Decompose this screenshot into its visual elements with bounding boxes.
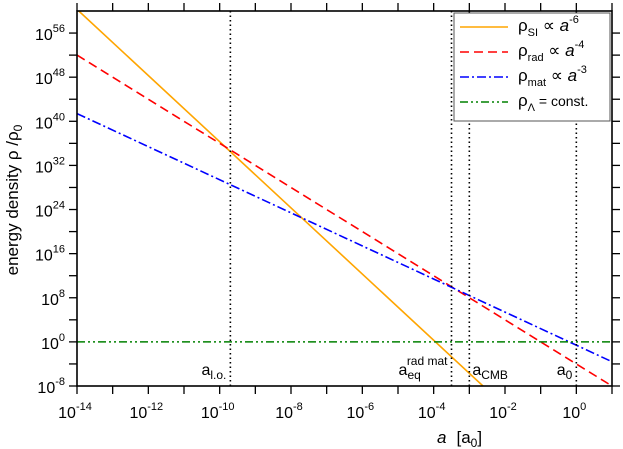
x-tick-label: 10-8 [275, 401, 303, 422]
marker-label-a-lo: al.o. [201, 362, 226, 382]
x-tick-label: 100 [562, 401, 586, 422]
y-tick-label: 1048 [35, 67, 65, 88]
y-tick-label: 1016 [35, 244, 65, 265]
y-tick-label: 1056 [35, 23, 65, 44]
x-tick-label: 10-2 [489, 401, 517, 422]
y-axis-label: energy density ρ /ρ0 [3, 124, 25, 275]
legend-label-rho_mat: ρmat ∝ a-3 [518, 64, 587, 89]
plot-frame [76, 10, 613, 387]
y-tick-label: 108 [41, 288, 65, 309]
legend-label-rho_rad: ρrad ∝ a-4 [518, 39, 584, 64]
marker-label-a-cmb: aCMB [472, 362, 508, 382]
y-tick-label: 1040 [35, 111, 65, 132]
x-tick-label: 10-10 [201, 401, 235, 422]
marker-label-a-0: a0 [557, 362, 573, 382]
y-tick-label: 1024 [35, 200, 65, 221]
y-tick-label: 10-8 [37, 376, 65, 397]
legend-label-rho_lambda: ρΛ = const. [518, 91, 588, 114]
y-tick-label: 1032 [35, 155, 65, 176]
series-line-rho_rad [77, 54, 612, 386]
x-tick-label: 10-12 [129, 401, 163, 422]
series-line-rho_mat [77, 112, 612, 363]
x-axis-label: a [a0] [437, 428, 482, 449]
marker-label-a-eq: aeqrad mat [399, 354, 449, 382]
y-tick-label: 100 [41, 332, 65, 353]
x-tick-label: 10-4 [418, 401, 446, 422]
series-line-rho_SI [78, 11, 484, 386]
x-tick-label: 10-6 [347, 401, 375, 422]
legend-label-rho_SI: ρSI ∝ a-6 [518, 14, 579, 39]
legend-box [453, 12, 611, 122]
x-tick-label: 10-14 [58, 401, 92, 422]
